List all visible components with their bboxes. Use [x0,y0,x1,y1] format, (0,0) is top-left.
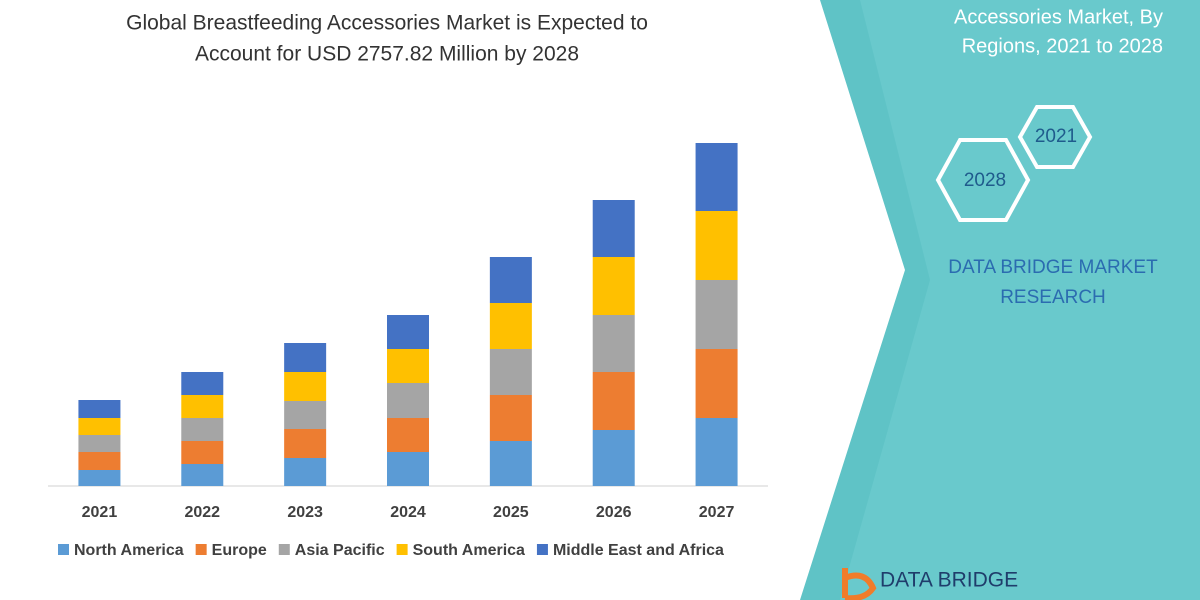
x-tick-label: 2024 [390,504,426,521]
legend-swatch [58,544,69,555]
chart-title: Account for USD 2757.82 Million by 2028 [195,43,579,66]
bar-segment [181,418,224,441]
bar-segment [592,200,635,257]
brand-text: DATA BRIDGE MARKET [948,257,1158,278]
bar-segment [284,372,327,401]
legend-swatch [396,544,408,555]
bar-segment [387,383,429,418]
bar-segment [695,349,738,418]
bar-segment [387,315,429,349]
bar-segment [78,400,121,418]
bar-segment [695,280,738,349]
bar-segment [181,395,224,418]
legend-label: Europe [212,542,267,559]
bar-segment [78,435,121,452]
bar-segment [592,430,635,486]
bar-segment [181,441,224,464]
bar-segment [284,401,327,429]
bar-segment [592,372,635,430]
x-tick-label: 2025 [493,504,529,521]
bar-segment [592,257,635,315]
bar-segment [284,429,327,458]
chart-title: Global Breastfeeding Accessories Market … [126,12,648,35]
side-panel-stripe [840,0,1200,600]
x-tick-label: 2023 [287,504,323,521]
panel-heading: Accessories Market, By [954,6,1163,28]
bar-segment [78,470,121,486]
legend-label: Middle East and Africa [553,542,724,559]
bar-segment [592,315,635,372]
bar-segment [387,452,429,486]
bar-segment [78,418,121,435]
legend-label: North America [74,542,184,559]
x-tick-label: 2021 [82,504,118,521]
bar-segment [695,211,738,280]
bar-segment [489,257,532,303]
bar-segment [489,395,532,441]
hexagon [935,138,1031,222]
bar-segment [489,441,532,486]
logo-text: DATA BRIDGE [880,569,1018,592]
legend-swatch [278,544,290,555]
x-tick-label: 2022 [184,504,220,521]
legend-label: Asia Pacific [295,542,385,559]
legend-swatch [536,544,548,555]
logo-icon [842,568,877,600]
bar-segment [387,349,429,383]
bar-segment [181,372,224,395]
hexagon [1017,105,1093,169]
bar-segment [695,418,738,486]
bar-segment [489,303,532,349]
bar-segment [695,143,738,211]
panel-heading: Regions, 2021 to 2028 [962,35,1163,57]
brand-text: RESEARCH [1000,287,1106,308]
legend-label: South America [413,542,525,559]
x-tick-label: 2027 [699,504,735,521]
x-tick-label: 2026 [596,504,632,521]
bar-segment [387,418,429,452]
bar-segment [181,464,224,486]
bar-segment [284,343,327,372]
hexagon-label: 2028 [964,170,1006,191]
hexagon-label: 2021 [1035,126,1077,147]
bar-segment [489,349,532,395]
legend-swatch [195,544,207,555]
bar-segment [78,452,121,470]
bar-segment [284,458,327,486]
